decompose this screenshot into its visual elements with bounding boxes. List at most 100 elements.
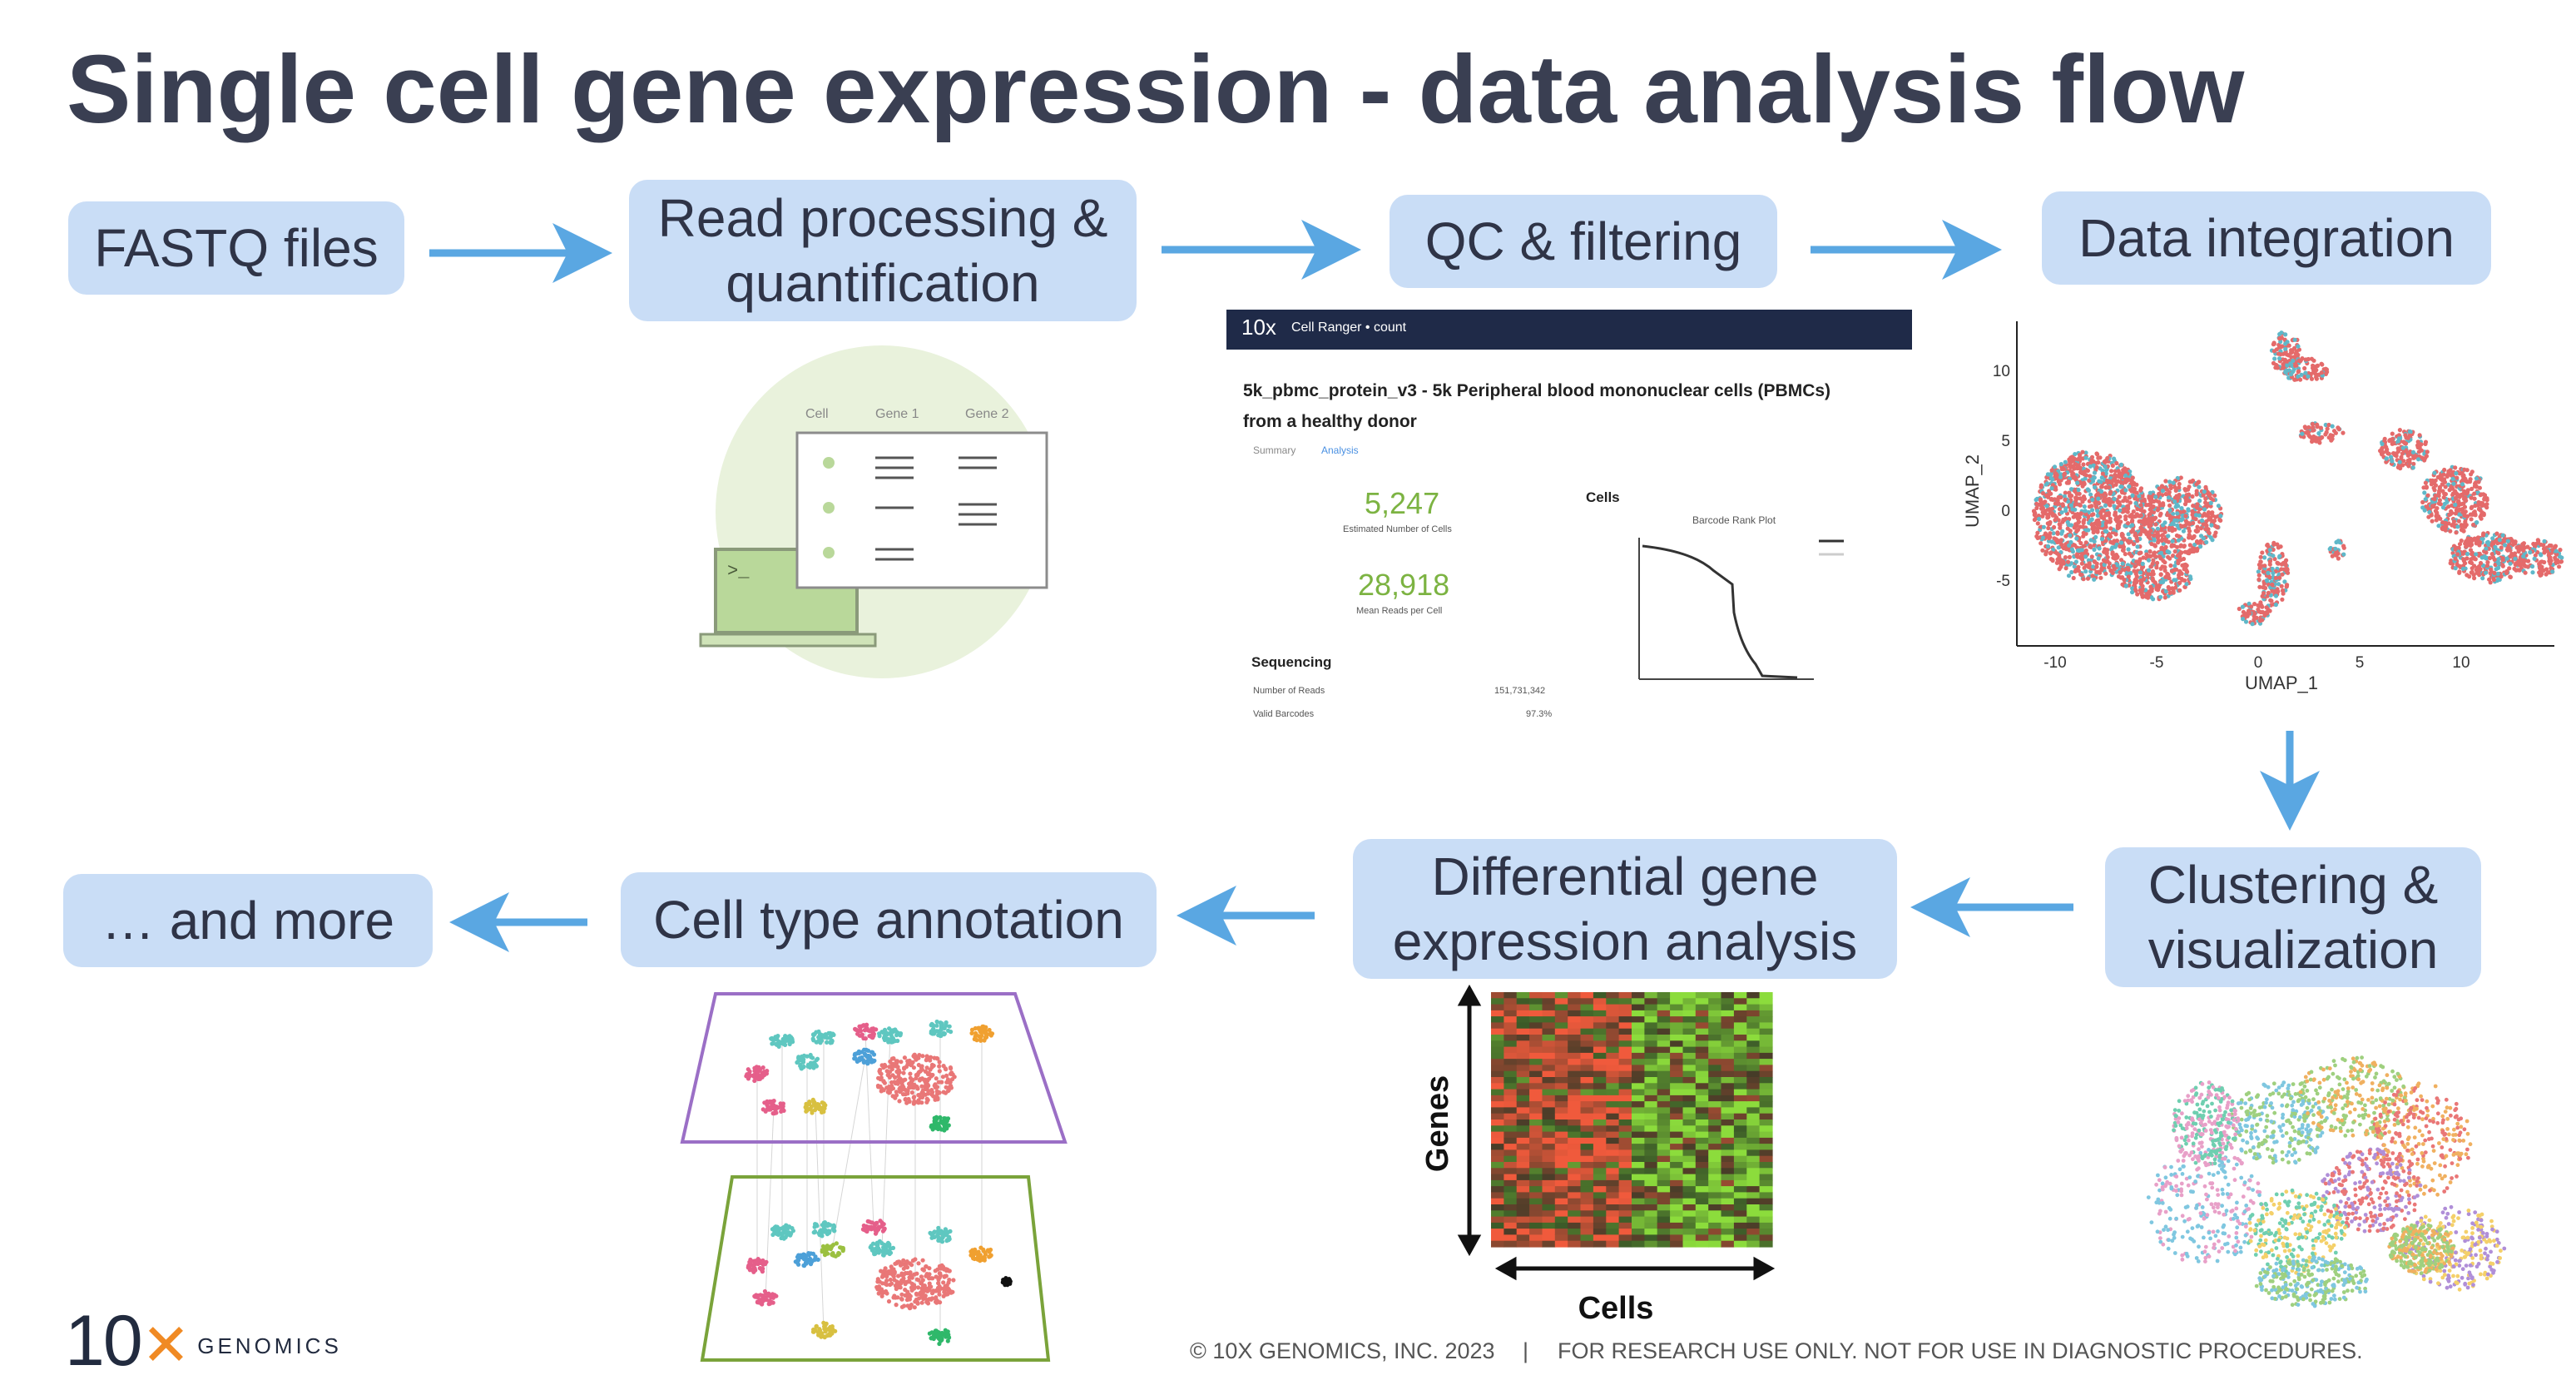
cluster-dot (2412, 1195, 2417, 1199)
umap-point (2073, 474, 2078, 480)
umap-point (2477, 543, 2482, 548)
umap-point (2170, 539, 2175, 544)
cluster-dot (2393, 1140, 2397, 1144)
cluster-dot (2306, 1123, 2311, 1128)
cluster-dot (2412, 1135, 2417, 1139)
umap-point (2072, 564, 2077, 569)
umap-point (2162, 560, 2167, 565)
cluster-dot (2314, 1088, 2318, 1093)
step-clustering[interactable]: Clustering & visualization (2105, 847, 2481, 987)
cluster-dot (2338, 1095, 2343, 1100)
cluster-dot (2346, 1212, 2351, 1216)
umap-point (2460, 491, 2466, 497)
cluster-dot (2184, 1176, 2189, 1181)
umap-point (2463, 561, 2468, 566)
step-differential-expression[interactable]: Differential gene expression analysis (1353, 839, 1897, 979)
cluster-dot (2313, 1209, 2318, 1214)
step-read-processing[interactable]: Read processing & quantification (629, 180, 1137, 321)
umap-point (2094, 464, 2099, 470)
step-qc-filtering[interactable]: QC & filtering (1390, 195, 1777, 288)
umap-point (2060, 503, 2065, 509)
cluster-dot (2326, 1209, 2331, 1213)
umap-point (2485, 560, 2490, 565)
cluster-dot (2435, 1096, 2440, 1100)
step-label-line2: quantification (726, 253, 1040, 313)
cluster-dot (2256, 1093, 2261, 1098)
cluster-dot (2346, 1092, 2350, 1097)
umap-point (2129, 514, 2134, 519)
umap-point (2094, 564, 2099, 569)
umap-point (2162, 595, 2167, 600)
umap-point (2206, 510, 2212, 515)
umap-point (2391, 451, 2396, 456)
cluster-dot (2422, 1184, 2427, 1189)
umap-point (2115, 563, 2120, 568)
cluster-dot (2254, 1248, 2259, 1253)
cluster-dot (2415, 1083, 2420, 1088)
cluster-dot (2464, 1229, 2469, 1234)
umap-point (2072, 543, 2078, 548)
step-data-integration[interactable]: Data integration (2042, 191, 2491, 285)
umap-point (2162, 568, 2167, 573)
cluster-dot (2238, 1125, 2243, 1130)
step-cell-type-annotation[interactable]: Cell type annotation (621, 872, 1157, 967)
umap-point (2454, 471, 2459, 476)
cluster-dot (2346, 1129, 2351, 1134)
umap-point (2203, 513, 2208, 518)
cluster-dot (2308, 1077, 2313, 1082)
cluster-dot (2276, 1091, 2281, 1096)
umap-point (2171, 511, 2176, 516)
cluster-dot (2398, 1163, 2403, 1167)
cluster-dot (2416, 1142, 2421, 1146)
umap-point (2166, 539, 2171, 544)
umap-point (2118, 544, 2123, 549)
umap-point (2163, 479, 2168, 484)
umap-point (2063, 459, 2068, 464)
step-fastq-files[interactable]: FASTQ files (68, 201, 404, 295)
umap-point (2460, 566, 2465, 571)
umap-point (2160, 564, 2165, 569)
cluster-dot (2387, 1096, 2392, 1101)
cluster-dot (2494, 1244, 2499, 1249)
cluster-dot (2440, 1129, 2445, 1134)
umap-point (2472, 536, 2477, 541)
cluster-dot (2198, 1211, 2203, 1215)
umap-point (2484, 546, 2489, 551)
umap-point (2085, 487, 2090, 492)
cluster-dot (2263, 1084, 2267, 1088)
umap-point (2153, 554, 2158, 559)
cluster-dot (2343, 1174, 2347, 1179)
cluster-dot (2287, 1144, 2292, 1149)
cluster-dot (2242, 1209, 2247, 1214)
umap-point (2270, 566, 2275, 572)
cluster-dot (2474, 1220, 2479, 1225)
cluster-dot (2167, 1216, 2172, 1221)
cluster-dot (2223, 1175, 2228, 1179)
step-and-more[interactable]: … and more (63, 874, 433, 967)
cluster-dot (2277, 1231, 2282, 1236)
umap-point (2494, 567, 2499, 572)
cluster-dot (2474, 1253, 2478, 1258)
qc-tab-analysis[interactable]: Analysis (1321, 444, 1359, 456)
umap-point (2465, 556, 2469, 561)
cluster-dot (2317, 1112, 2321, 1116)
umap-point (2057, 567, 2062, 572)
umap-point (2092, 547, 2097, 552)
cluster-dot (2291, 1147, 2296, 1152)
cluster-dot (2405, 1148, 2410, 1153)
umap-point (2474, 476, 2479, 481)
cluster-dot (2286, 1149, 2291, 1154)
cluster-dot (2421, 1142, 2425, 1146)
qc-tab-summary[interactable]: Summary (1253, 444, 1296, 456)
umap-point (2516, 549, 2521, 554)
umap-point (2313, 439, 2318, 444)
umap-point (2396, 436, 2401, 441)
page-title: Single cell gene expression - data analy… (67, 35, 2245, 143)
cluster-dot (2285, 1153, 2289, 1158)
cluster-dot (2369, 1197, 2374, 1202)
cluster-dot (2260, 1216, 2265, 1220)
umap-point (2330, 436, 2335, 441)
cluster-dot (2465, 1285, 2470, 1290)
cluster-dot (2411, 1112, 2416, 1117)
umap-point (2483, 556, 2489, 561)
